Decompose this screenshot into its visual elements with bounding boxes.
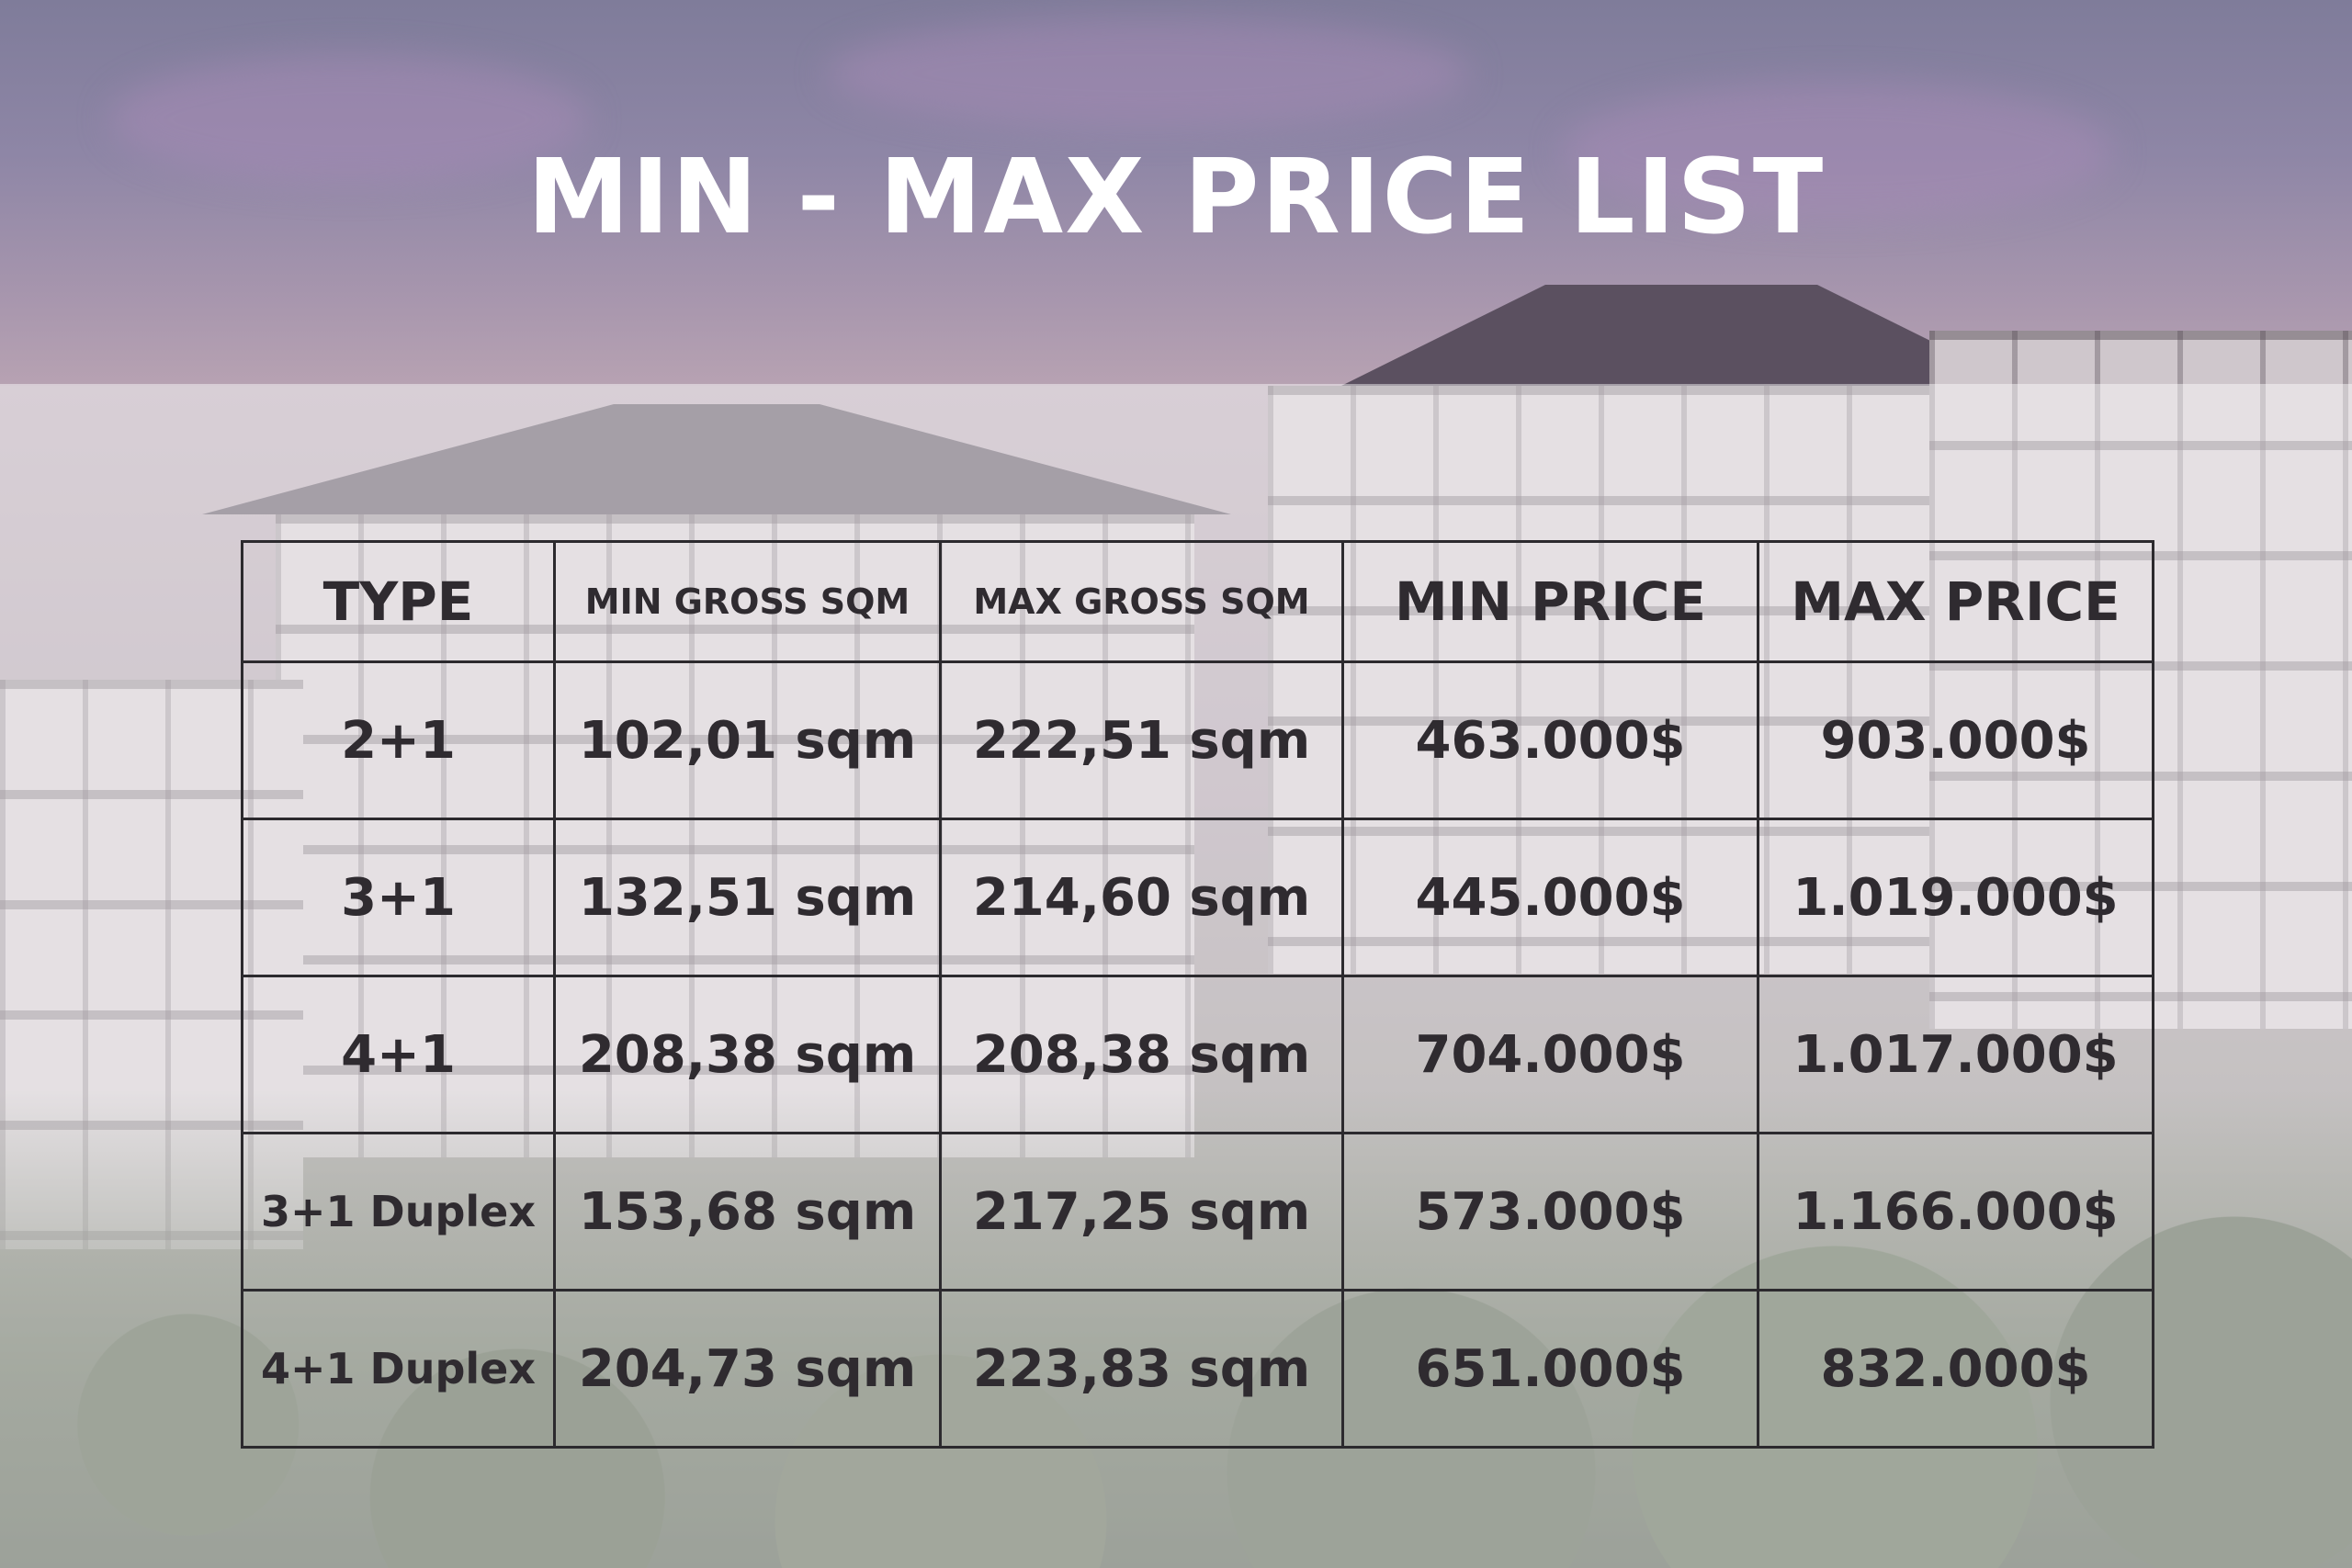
- table-row: 3+1 Duplex 153,68 sqm 217,25 sqm 573.000…: [241, 1132, 2154, 1292]
- cloud: [827, 18, 1470, 129]
- min-gross-cell: 208,38 sqm: [553, 975, 942, 1134]
- min-price-cell: 445.000$: [1341, 818, 1759, 977]
- max-gross-cell: 217,25 sqm: [939, 1132, 1344, 1292]
- min-price-cell: 704.000$: [1341, 975, 1759, 1134]
- min-gross-cell: 153,68 sqm: [553, 1132, 942, 1292]
- type-cell: 4+1: [241, 975, 556, 1134]
- min-price-cell: 651.000$: [1341, 1289, 1759, 1449]
- max-price-cell: 832.000$: [1757, 1289, 2154, 1449]
- type-cell: 3+1: [241, 818, 556, 977]
- page-title: MIN - MAX PRICE LIST: [526, 138, 1826, 257]
- max-gross-cell: 208,38 sqm: [939, 975, 1344, 1134]
- cloud: [1562, 83, 2113, 220]
- max-price-cell: 1.166.000$: [1757, 1132, 2154, 1292]
- max-gross-cell: 223,83 sqm: [939, 1289, 1344, 1449]
- header-min-gross-sqm: MIN GROSS SQM: [553, 540, 942, 663]
- table-header-row: TYPE MIN GROSS SQM MAX GROSS SQM MIN PRI…: [241, 540, 2154, 663]
- min-gross-cell: 102,01 sqm: [553, 660, 942, 820]
- max-price-cell: 1.019.000$: [1757, 818, 2154, 977]
- min-price-cell: 573.000$: [1341, 1132, 1759, 1292]
- table-row: 4+1 208,38 sqm 208,38 sqm 704.000$ 1.017…: [241, 975, 2154, 1134]
- price-table: TYPE MIN GROSS SQM MAX GROSS SQM MIN PRI…: [241, 540, 2154, 1449]
- max-gross-cell: 214,60 sqm: [939, 818, 1344, 977]
- table-row: 4+1 Duplex 204,73 sqm 223,83 sqm 651.000…: [241, 1289, 2154, 1449]
- max-gross-cell: 222,51 sqm: [939, 660, 1344, 820]
- min-gross-cell: 204,73 sqm: [553, 1289, 942, 1449]
- sky-background: [0, 0, 2352, 386]
- cloud: [110, 55, 588, 184]
- max-price-cell: 1.017.000$: [1757, 975, 2154, 1134]
- min-gross-cell: 132,51 sqm: [553, 818, 942, 977]
- min-price-cell: 463.000$: [1341, 660, 1759, 820]
- table-row: 3+1 132,51 sqm 214,60 sqm 445.000$ 1.019…: [241, 818, 2154, 977]
- header-max-price: MAX PRICE: [1757, 540, 2154, 663]
- type-cell: 4+1 Duplex: [241, 1289, 556, 1449]
- header-max-gross-sqm: MAX GROSS SQM: [939, 540, 1344, 663]
- type-cell: 3+1 Duplex: [241, 1132, 556, 1292]
- header-min-price: MIN PRICE: [1341, 540, 1759, 663]
- header-type: TYPE: [241, 540, 556, 663]
- type-cell: 2+1: [241, 660, 556, 820]
- max-price-cell: 903.000$: [1757, 660, 2154, 820]
- table-row: 2+1 102,01 sqm 222,51 sqm 463.000$ 903.0…: [241, 660, 2154, 820]
